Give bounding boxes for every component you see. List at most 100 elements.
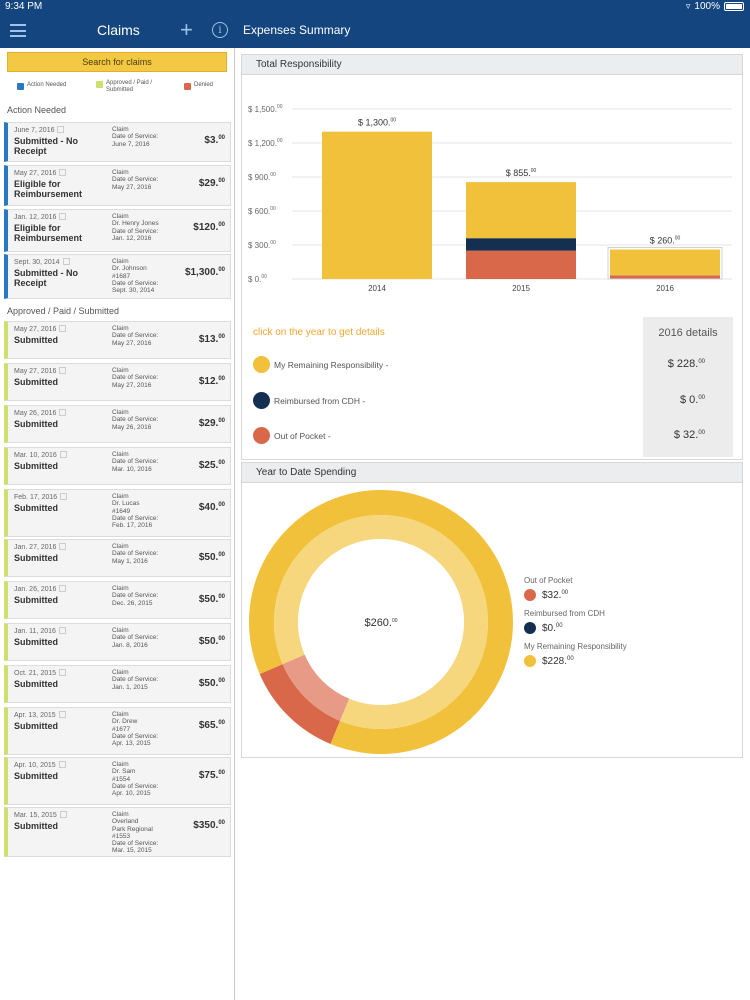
x-tick-label[interactable]: 2015 [512,284,530,293]
claim-amount-cents: 00 [218,418,225,424]
claim-detail-line: Claim [112,811,129,818]
bar-segment[interactable] [466,238,576,251]
claim-date: May 27, 2016 [14,367,66,375]
claim-card[interactable]: Oct. 21, 2015 Submitted Claim Date of Servi… [4,665,231,703]
claim-detail-line: Date of Service: [112,514,159,522]
ytd-spending-panel: Year to Date Spending $260.00 Out of Poc… [241,462,743,758]
claim-detail-line: Date of Service: [112,133,159,141]
claim-card[interactable]: May 27, 2016 Eligible for Reimbursement Cl… [4,165,231,206]
claim-detail-line: Date of Service: [112,416,159,424]
add-claim-icon[interactable]: + [180,17,193,42]
search-claims-button[interactable]: Search for claims [7,52,227,72]
claim-status: Submitted [14,821,58,831]
claim-card[interactable]: Sept. 30, 2014 Submitted - No Receipt Clai… [4,254,231,299]
bar-segment[interactable] [610,249,720,276]
legend-denied: Denied [184,82,213,90]
claim-amount-cents: 00 [218,135,225,141]
details-value-text: $ 32. [673,429,699,441]
claim-amount: $50.00 [199,594,225,605]
details-dot-icon [253,392,270,409]
claim-card[interactable]: Mar. 10, 2016 Submitted Claim Date of Servi… [4,447,231,485]
claim-amount-value: $29. [198,418,219,429]
status-right: ▿ 100% [686,1,744,12]
claim-amount: $50.00 [199,552,225,563]
claim-detail-line: Claim [112,409,129,416]
claim-status: Submitted [14,721,58,731]
bar-segment[interactable] [610,275,720,279]
donut-inner-slice[interactable] [282,654,350,721]
details-value-cents: 00 [698,395,705,401]
claim-detail-line: Jan. 12, 2016 [112,234,152,242]
ytd-donut-chart[interactable]: $260.00 [246,485,516,755]
details-label: My Remaining Responsibility - [274,360,389,370]
claim-amount-cents: 00 [218,267,225,273]
claim-card[interactable]: June 7, 2016 Submitted - No Receipt Claim D… [4,122,231,162]
claim-detail-line: Date of Service: [112,550,159,558]
claim-detail-line: Sept. 30, 2014 [112,287,155,295]
claim-amount: $75.00 [199,770,225,781]
y-tick-label: $ 600.00 [248,206,276,216]
x-tick-label[interactable]: 2014 [368,284,386,293]
claim-detail-line: Dr. Johnson [112,265,147,273]
claim-card[interactable]: May 27, 2016 Submitted Claim Date of Servic… [4,363,231,401]
claim-detail-line: #1553 [112,832,131,840]
donut-center-label: $260.00 [364,617,397,629]
click-hint: click on the year to get details [253,327,385,338]
donut-outer-slice[interactable] [259,664,341,744]
claim-details: Claim Date of Service: Jan. 8, 2016 [112,627,192,649]
claim-card[interactable]: Apr. 10, 2015 Submitted Claim Dr. Sam #1554 D… [4,757,231,805]
claim-card[interactable]: Mar. 15, 2015 Submitted Claim Overland Park … [4,807,231,857]
claim-amount-value: $3. [204,135,219,146]
claim-detail-line: Date of Service: [112,732,159,740]
claim-detail-line: Claim [112,493,129,500]
claim-detail-line: Mar. 10, 2016 [112,465,152,473]
bar-segment[interactable] [466,250,576,279]
claim-amount-value: $75. [198,770,219,781]
claim-amount-cents: 00 [218,178,225,184]
menu-icon[interactable] [10,24,26,37]
claim-card[interactable]: Feb. 17, 2016 Submitted Claim Dr. Lucas #164… [4,489,231,537]
claim-card[interactable]: Apr. 13, 2015 Submitted Claim Dr. Drew #1677… [4,707,231,755]
bar-segment[interactable] [322,131,432,279]
ytd-legend-value: $0.00 [542,623,563,634]
ytd-legend-row: $32.00 [524,589,568,601]
claim-card[interactable]: May 26, 2016 Submitted Claim Date of Servic… [4,405,231,443]
y-tick-label: $ 900.00 [248,172,276,182]
bar-segment[interactable] [466,182,576,239]
bar-total-label: $ 1,300.00 [358,118,396,128]
info-icon[interactable]: i [212,22,228,38]
claim-details: Claim Date of Service: June 7, 2016 [112,126,192,148]
claim-detail-line: Dr. Lucas [112,500,140,508]
claim-status: Eligible for Reimbursement [14,179,83,199]
claim-card[interactable]: Jan. 27, 2016 Submitted Claim Date of Servi… [4,539,231,577]
details-value-cents: 00 [698,359,705,365]
claim-detail-line: Jan. 8, 2016 [112,641,148,649]
claim-detail-line: Dr. Sam [112,768,136,776]
claim-status: Submitted [14,461,58,471]
claim-card[interactable]: May 27, 2016 Submitted Claim Date of Servic… [4,321,231,359]
claim-card[interactable]: Jan. 26, 2016 Submitted Claim Date of Servi… [4,581,231,619]
claim-amount-value: $25. [198,460,219,471]
claim-card[interactable]: Jan. 11, 2016 Submitted Claim Date of Servi… [4,623,231,661]
claim-date: Jan. 11, 2016 [14,627,66,635]
claim-details: Claim Date of Service: May 27, 2016 [112,169,192,191]
donut-hole [298,539,464,705]
claim-status: Submitted [14,335,58,345]
claim-detail-line: Date of Service: [112,782,159,790]
ytd-legend-row: $228.00 [524,655,574,667]
claim-status: Submitted [14,377,58,387]
claim-amount-value: $120. [193,222,219,233]
claim-details: Claim Date of Service: Dec. 26, 2015 [112,585,192,607]
claim-card[interactable]: Jan. 12, 2016 Eligible for Reimbursement C… [4,209,231,252]
claim-amount-value: $350. [193,820,219,831]
claim-amount-cents: 00 [218,594,225,600]
claim-detail-line: Mar. 15, 2015 [112,847,152,855]
x-tick-label[interactable]: 2016 [656,284,674,293]
legend-action-swatch [17,83,24,90]
details-box [643,317,733,457]
total-responsibility-chart[interactable]: $ 1,500.00 $ 1,200.00 $ 900.00 $ 600.00 $ 30… [242,77,742,327]
details-value: $ 228.00 [668,358,705,370]
claim-detail-line: Date of Service: [112,279,159,287]
claim-amount-value: $50. [198,678,219,689]
ytd-legend-value-text: $0. [542,622,556,634]
